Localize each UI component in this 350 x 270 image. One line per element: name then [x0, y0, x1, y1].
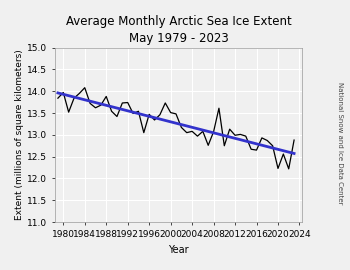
- Text: National Snow and Ice Data Center: National Snow and Ice Data Center: [336, 82, 343, 204]
- X-axis label: Year: Year: [168, 245, 189, 255]
- Y-axis label: Extent (millions of square kilometers): Extent (millions of square kilometers): [15, 49, 24, 220]
- Title: Average Monthly Arctic Sea Ice Extent
May 1979 - 2023: Average Monthly Arctic Sea Ice Extent Ma…: [66, 15, 292, 45]
